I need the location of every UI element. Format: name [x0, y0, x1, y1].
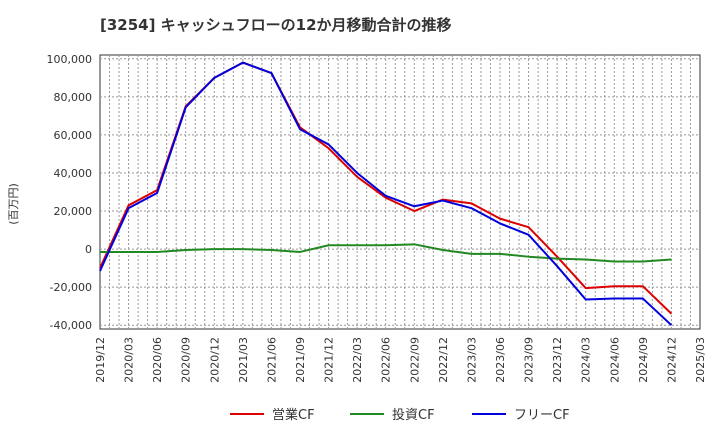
- x-tick-label: 2022/03: [351, 337, 364, 383]
- x-tick-label: 2023/06: [494, 337, 507, 383]
- legend: 営業CF 投資CF フリーCF: [230, 407, 570, 423]
- y-tick-label: -40,000: [50, 319, 92, 332]
- y-tick-label: 20,000: [54, 205, 93, 218]
- x-tick-label: 2022/12: [437, 337, 450, 383]
- y-tick-label: 80,000: [54, 91, 93, 104]
- x-tick-label: 2025/03: [694, 337, 707, 383]
- y-tick-label: 0: [85, 243, 92, 256]
- x-tick-label: 2020/06: [151, 337, 164, 383]
- x-tick-label: 2024/06: [608, 337, 621, 383]
- x-tick-label: 2023/03: [465, 337, 478, 383]
- x-tick-label: 2021/09: [294, 337, 307, 383]
- legend-label-3: フリーCF: [514, 408, 570, 423]
- x-tick-label: 2022/09: [408, 337, 421, 383]
- y-axis-label: (百万円): [7, 183, 20, 225]
- y-tick-label: 40,000: [54, 167, 93, 180]
- x-tick-label: 2020/09: [180, 337, 193, 383]
- x-tick-label: 2023/12: [551, 337, 564, 383]
- series-layer: [99, 61, 673, 326]
- chart-title: [3254] キャッシュフローの12か月移動合計の推移: [100, 16, 452, 34]
- legend-label-1: 営業CF: [272, 407, 315, 423]
- x-tick-label: 2024/03: [580, 337, 593, 383]
- x-tick-label: 2023/09: [523, 337, 536, 383]
- series-line-2: [100, 243, 672, 263]
- y-tick-label: -20,000: [50, 281, 92, 294]
- x-tick-label: 2020/03: [123, 337, 136, 383]
- x-tick-label: 2021/03: [237, 337, 250, 383]
- x-tick-label: 2024/12: [665, 337, 678, 383]
- x-tick-label: 2020/12: [208, 337, 221, 383]
- series-line-3: [99, 61, 673, 326]
- y-tick-label: 100,000: [47, 53, 93, 66]
- y-tick-labels: 100,000 80,000 60,000 40,000 20,000 0 -20,000 -…: [47, 53, 93, 332]
- y-tick-label: 60,000: [54, 129, 93, 142]
- x-tick-label: 2022/06: [380, 337, 393, 383]
- x-tick-labels: 2019/12 2020/03 2020/06 2020/09 2020/12 2021/…: [94, 337, 707, 383]
- x-tick-label: 2019/12: [94, 337, 107, 383]
- x-tick-label: 2021/12: [323, 337, 336, 383]
- legend-label-2: 投資CF: [392, 407, 435, 423]
- x-tick-label: 2024/09: [637, 337, 650, 383]
- plot-area: [99, 54, 701, 330]
- x-tick-label: 2021/06: [265, 337, 278, 383]
